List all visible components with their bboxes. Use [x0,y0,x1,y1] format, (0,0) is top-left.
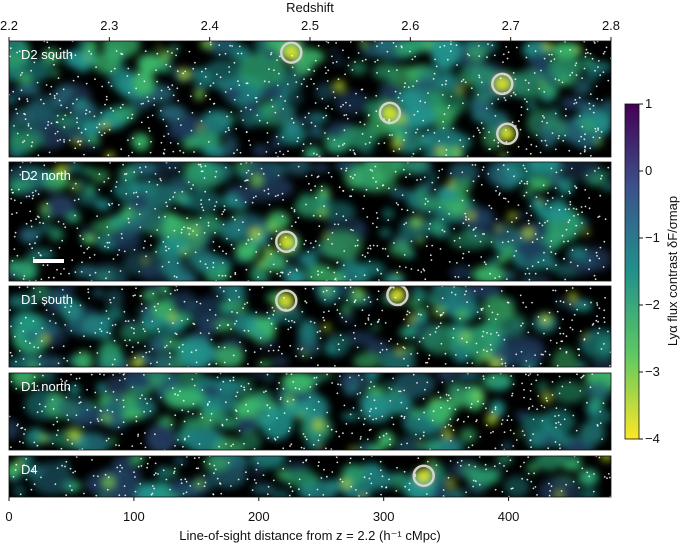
bottom-tick-label: 100 [123,509,145,524]
bottom-tick-label: 400 [498,509,520,524]
top-tick-label: 2.4 [201,18,219,33]
flux-blobs [9,456,611,497]
panel-label: D1 north [21,379,71,394]
bottom-tick-label: 300 [373,509,395,524]
flux-blobs [9,373,611,450]
highlight-ring [280,41,303,64]
top-tick-label: 2.7 [502,18,520,33]
panel-label: D2 north [21,168,71,183]
top-tick-label: 2.5 [301,18,319,33]
galaxy-points [9,41,611,157]
colorbar-tick-label: −1 [645,230,660,245]
galaxy-points [9,373,605,450]
highlight-ring [275,289,298,312]
flux-field [9,373,611,450]
galaxy-points [9,286,611,367]
flux-field [9,286,611,367]
scale-bar [33,259,64,263]
highlight-ring [386,286,409,307]
colorbar-tick-label: 1 [645,96,652,111]
colorbar-gradient [624,103,640,440]
galaxy-points [10,162,610,281]
flux-field [9,456,611,497]
top-tick-label: 2.3 [100,18,118,33]
top-tick-label: 2.2 [0,18,18,33]
bottom-tick-label: 0 [5,509,12,524]
panels-layer: D2 south D2 north D1 south D1 north D4 [8,40,612,498]
panel-d4: D4 [8,455,612,498]
bottom-axis: 0 100 200 300 400 Line-of-sight distance fro… [5,497,519,543]
panel-d2-north: D2 north [8,161,612,282]
flux-blobs [9,162,611,281]
colorbar-title: Lyα flux contrast δF/σmap [665,196,680,346]
panel-d1-south: D1 south [8,285,612,368]
flux-field [9,41,611,157]
highlight-ring [275,230,298,253]
bottom-ticks: 0 100 200 300 400 [5,497,519,524]
highlight-ring [496,122,519,146]
highlight-ring [378,101,402,125]
panel-d2-south: D2 south [8,40,612,158]
colorbar-tick-label: −4 [645,431,660,446]
colorbar: 1 0 −1 −2 −3 −4 Lyα flux contrast δF/σmap [624,96,680,446]
colorbar-tick-label: 0 [645,163,652,178]
panel-label: D4 [21,462,38,477]
panel-label: D1 south [21,292,73,307]
top-axis: Redshift 2.2 2.3 2.4 2.5 2.6 2.7 2.8 [0,0,620,41]
flux-blobs [9,286,611,367]
flux-blobs [9,41,611,157]
bottom-tick-label: 200 [248,509,270,524]
top-tick-label: 2.6 [401,18,419,33]
top-axis-title: Redshift [286,0,334,15]
top-ticks: 2.2 2.3 2.4 2.5 2.6 2.7 2.8 [0,18,620,41]
highlight-ring [412,464,435,487]
bottom-axis-title: Line-of-sight distance from z = 2.2 (h⁻¹… [179,528,441,543]
flux-field [9,162,611,281]
top-tick-label: 2.8 [602,18,620,33]
colorbar-ticks: 1 0 −1 −2 −3 −4 [639,96,660,446]
panel-d1-north: D1 north [8,372,612,451]
colorbar-tick-label: −2 [645,297,660,312]
colorbar-tick-label: −3 [645,364,660,379]
panel-label: D2 south [21,47,73,62]
highlight-ring [491,72,514,96]
